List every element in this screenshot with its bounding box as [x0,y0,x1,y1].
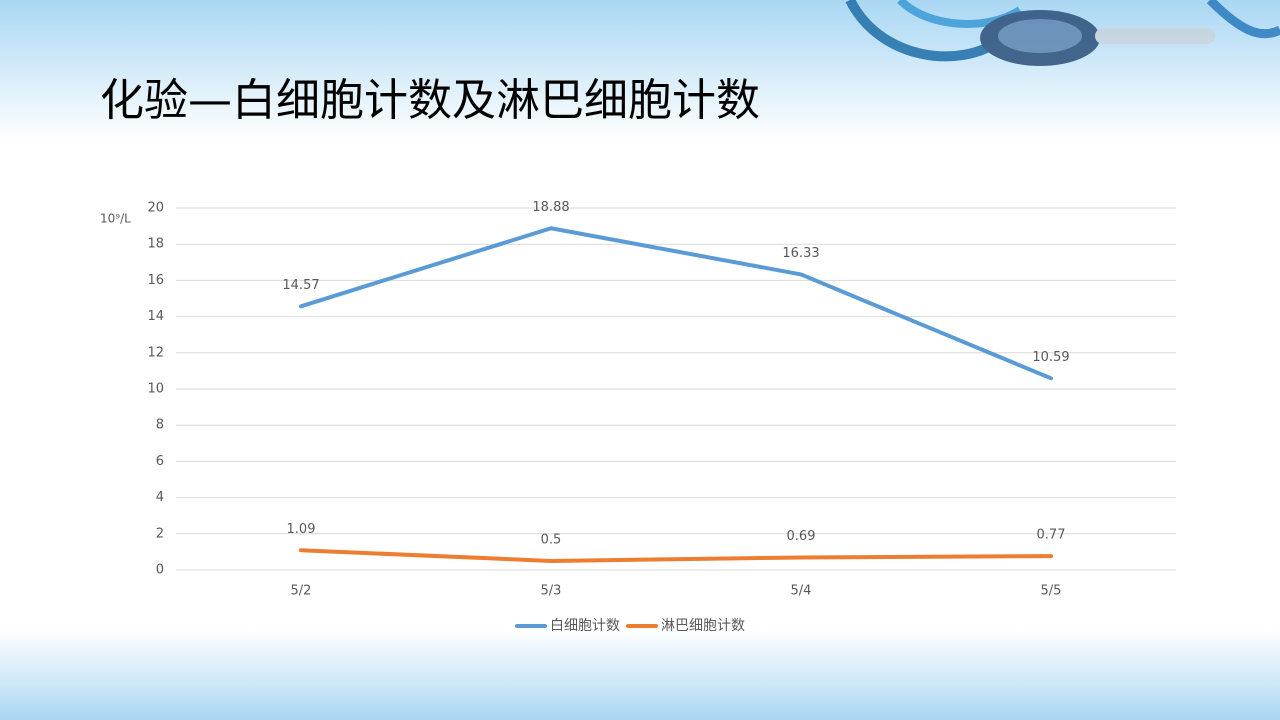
y-tick-label: 8 [156,418,164,433]
data-label: 16.33 [782,246,819,261]
data-label: 0.5 [541,532,562,547]
y-tick-label: 14 [147,309,164,324]
bottom-band [0,630,1280,720]
y-tick-label: 12 [147,345,164,360]
y-axis-label: 10⁹/L [100,212,131,226]
data-label: 14.57 [282,278,319,293]
legend-label: 白细胞计数 [550,618,620,634]
y-tick-label: 4 [156,490,164,505]
y-tick-label: 6 [156,454,164,469]
data-label: 0.77 [1037,528,1066,543]
data-label: 10.59 [1032,350,1069,365]
y-tick-label: 2 [156,526,164,541]
stethoscope-decoration [845,0,1280,66]
x-tick-label: 5/3 [541,584,562,599]
data-label: 0.69 [787,529,816,544]
y-tick-label: 20 [147,201,164,216]
data-label: 1.09 [287,522,316,537]
y-tick-label: 18 [147,237,164,252]
legend-label: 淋巴细胞计数 [661,618,745,634]
x-tick-label: 5/4 [791,584,812,599]
y-tick-label: 16 [147,273,164,288]
y-tick-label: 0 [156,563,164,578]
title: 化验—白细胞计数及淋巴细胞计数 [100,75,760,126]
y-tick-label: 10 [147,382,164,397]
x-tick-label: 5/5 [1041,584,1062,599]
data-line [299,548,1053,563]
x-tick-label: 5/2 [291,584,312,599]
data-label: 18.88 [532,200,569,215]
data-line [299,226,1053,381]
